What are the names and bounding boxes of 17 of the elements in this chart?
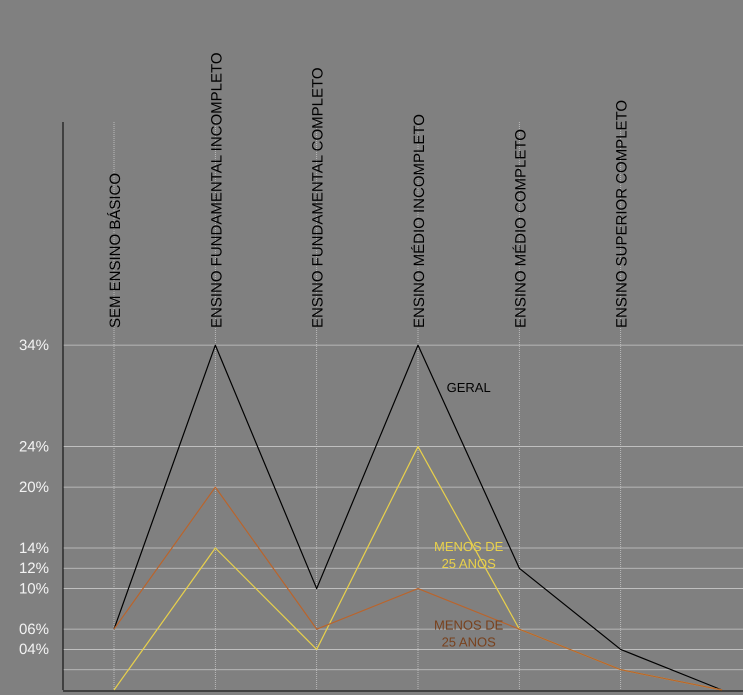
- x-tick-label: ENSINO FUNDAMENTAL INCOMPLETO: [208, 52, 226, 328]
- y-tick-label: 14%: [18, 540, 49, 557]
- y-tick-label: 24%: [18, 438, 49, 456]
- y-tick-label: 10%: [18, 580, 49, 598]
- series-label: MENOS DE 25 ANOS: [434, 617, 504, 650]
- x-tick-label: ENSINO SUPERIOR COMPLETO: [614, 100, 631, 328]
- series-label: GERAL: [446, 380, 491, 395]
- y-tick-label: 20%: [18, 478, 49, 496]
- x-tick-label: ENSINO MÉDIO INCOMPLETO: [410, 114, 428, 328]
- x-tick-label: ENSINO MÉDIO COMPLETO: [511, 129, 530, 328]
- line-series: [113, 486, 723, 691]
- y-tick-label: 12%: [18, 560, 49, 578]
- y-tick-label: 34%: [18, 336, 49, 354]
- x-tick-label: ENSINO FUNDAMENTAL COMPLETO: [310, 67, 327, 328]
- y-tick-label: 06%: [18, 620, 49, 638]
- x-tick-label: SEM ENSINO BÁSICO: [106, 172, 124, 328]
- y-tick-label: 04%: [18, 641, 49, 658]
